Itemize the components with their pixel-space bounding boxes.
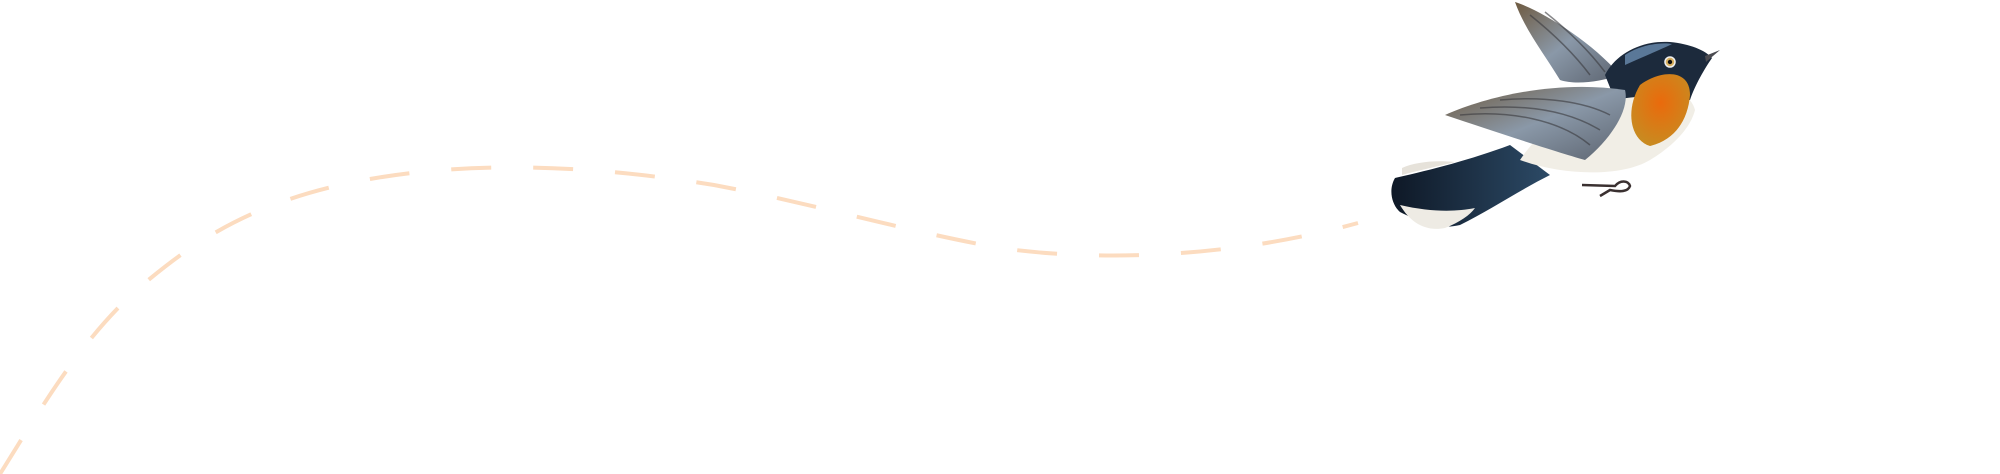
bird-illustration [1391,2,1720,229]
bird-tail-tips [1400,205,1475,229]
bird-beak [1705,50,1720,62]
bird-breast [1631,74,1690,146]
bird-foot [1581,180,1632,198]
bird-tail [1391,145,1550,227]
bird-upper-wing [1515,2,1620,83]
dashed-flight-path [0,165,1359,474]
